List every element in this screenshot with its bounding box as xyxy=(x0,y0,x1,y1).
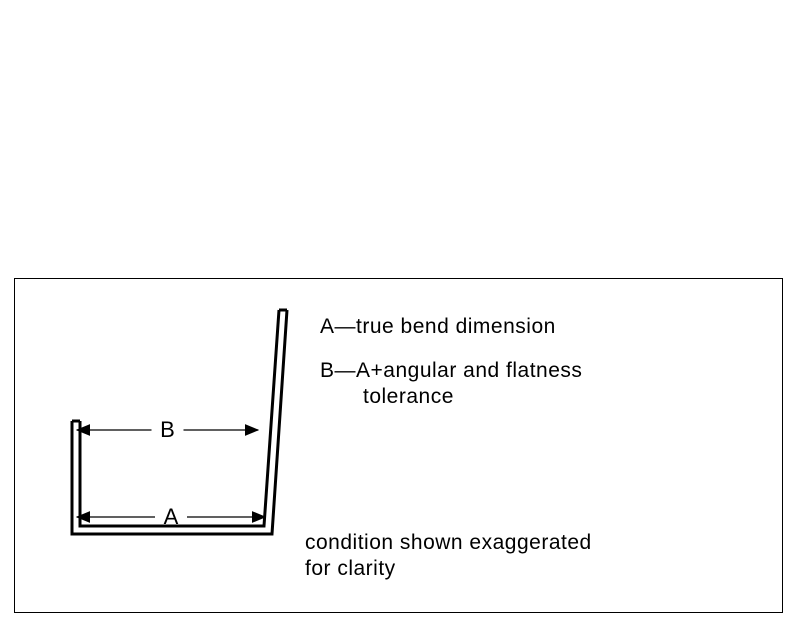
channel-inner-profile xyxy=(80,310,279,526)
callout-note-line1: condition shown exaggerated xyxy=(305,531,592,555)
callout-note-line2: for clarity xyxy=(305,557,396,581)
channel-outer-profile xyxy=(72,310,287,534)
channel-diagram: A B xyxy=(15,279,315,569)
dimension-a-label: A xyxy=(164,504,179,529)
figure-container: A B A—true bend dimension B—A+angular an… xyxy=(14,278,783,613)
callout-a-definition: A—true bend dimension xyxy=(320,315,556,339)
dimension-b-label: B xyxy=(160,417,175,442)
callout-b-definition-line1: B—A+angular and flatness xyxy=(320,359,582,383)
dimension-b: B xyxy=(77,417,258,442)
callout-b-definition-line2: tolerance xyxy=(363,385,454,409)
